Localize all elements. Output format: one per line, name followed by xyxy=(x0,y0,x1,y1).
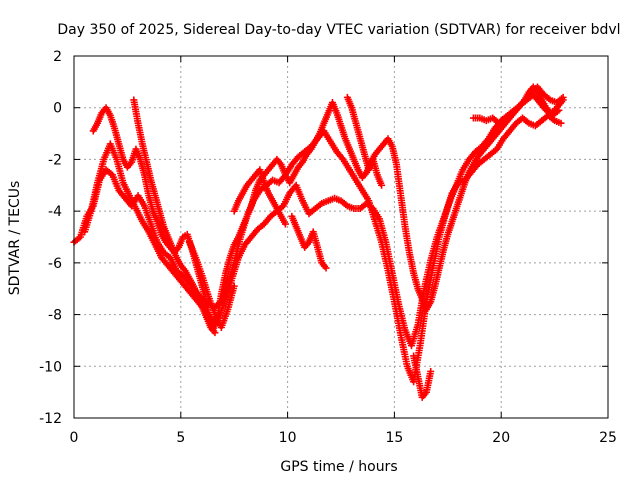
y-tick-label: 0 xyxy=(53,101,62,117)
grid xyxy=(74,56,608,418)
y-tick-label: 2 xyxy=(53,49,62,65)
data-points xyxy=(70,83,567,401)
data-point xyxy=(378,181,386,189)
data-series xyxy=(343,93,386,189)
x-tick-label: 20 xyxy=(492,430,510,446)
x-tick-label: 15 xyxy=(385,430,403,446)
y-tick-label: -4 xyxy=(48,204,62,220)
x-tick-label: 10 xyxy=(279,430,297,446)
data-point xyxy=(427,367,435,375)
y-tick-label: -12 xyxy=(39,411,62,427)
x-tick-label: 0 xyxy=(70,430,79,446)
data-series xyxy=(230,166,289,228)
chart-title: Day 350 of 2025, Sidereal Day-to-day VTE… xyxy=(57,22,620,38)
y-axis-label: SDTVAR / TECUs xyxy=(7,181,23,296)
x-tick-label: 5 xyxy=(176,430,185,446)
data-series xyxy=(185,238,238,331)
data-series xyxy=(288,212,330,272)
data-series xyxy=(469,83,567,127)
data-series xyxy=(130,96,219,337)
axis-ticks xyxy=(73,55,609,419)
y-tick-label: -10 xyxy=(39,359,62,375)
data-point xyxy=(211,329,219,337)
data-point xyxy=(322,264,330,272)
y-tick-label: -8 xyxy=(48,308,62,324)
y-tick-label: -2 xyxy=(48,152,62,168)
data-point xyxy=(559,93,567,101)
plot-frame xyxy=(73,55,609,419)
data-point xyxy=(557,119,565,127)
y-tick-label: -6 xyxy=(48,256,62,272)
x-axis-label: GPS time / hours xyxy=(280,459,397,475)
x-tick-label: 25 xyxy=(599,430,617,446)
data-point xyxy=(281,220,289,228)
tick-labels: 0 5 10 15 20 25 -12 -10 -8 -6 -4 -2 0 2 xyxy=(39,49,617,446)
data-series xyxy=(410,352,435,401)
data-point xyxy=(230,282,238,290)
